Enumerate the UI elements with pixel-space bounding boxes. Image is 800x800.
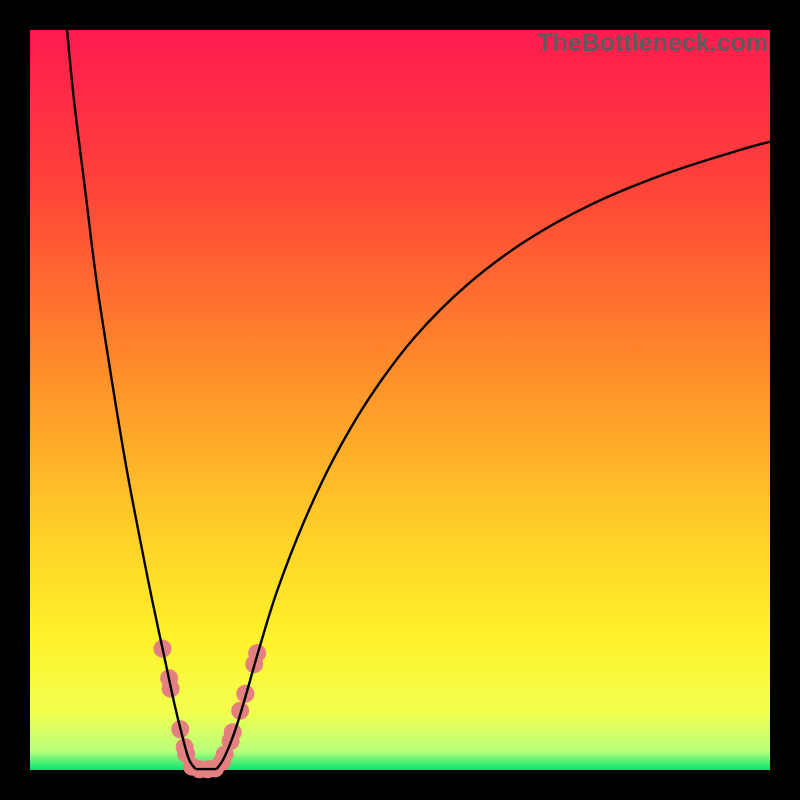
chart-svg — [0, 0, 800, 800]
chart-frame: TheBottleneck.com — [0, 0, 800, 800]
curve-right — [216, 142, 770, 769]
curve-left — [67, 30, 196, 769]
markers-group — [154, 640, 266, 778]
